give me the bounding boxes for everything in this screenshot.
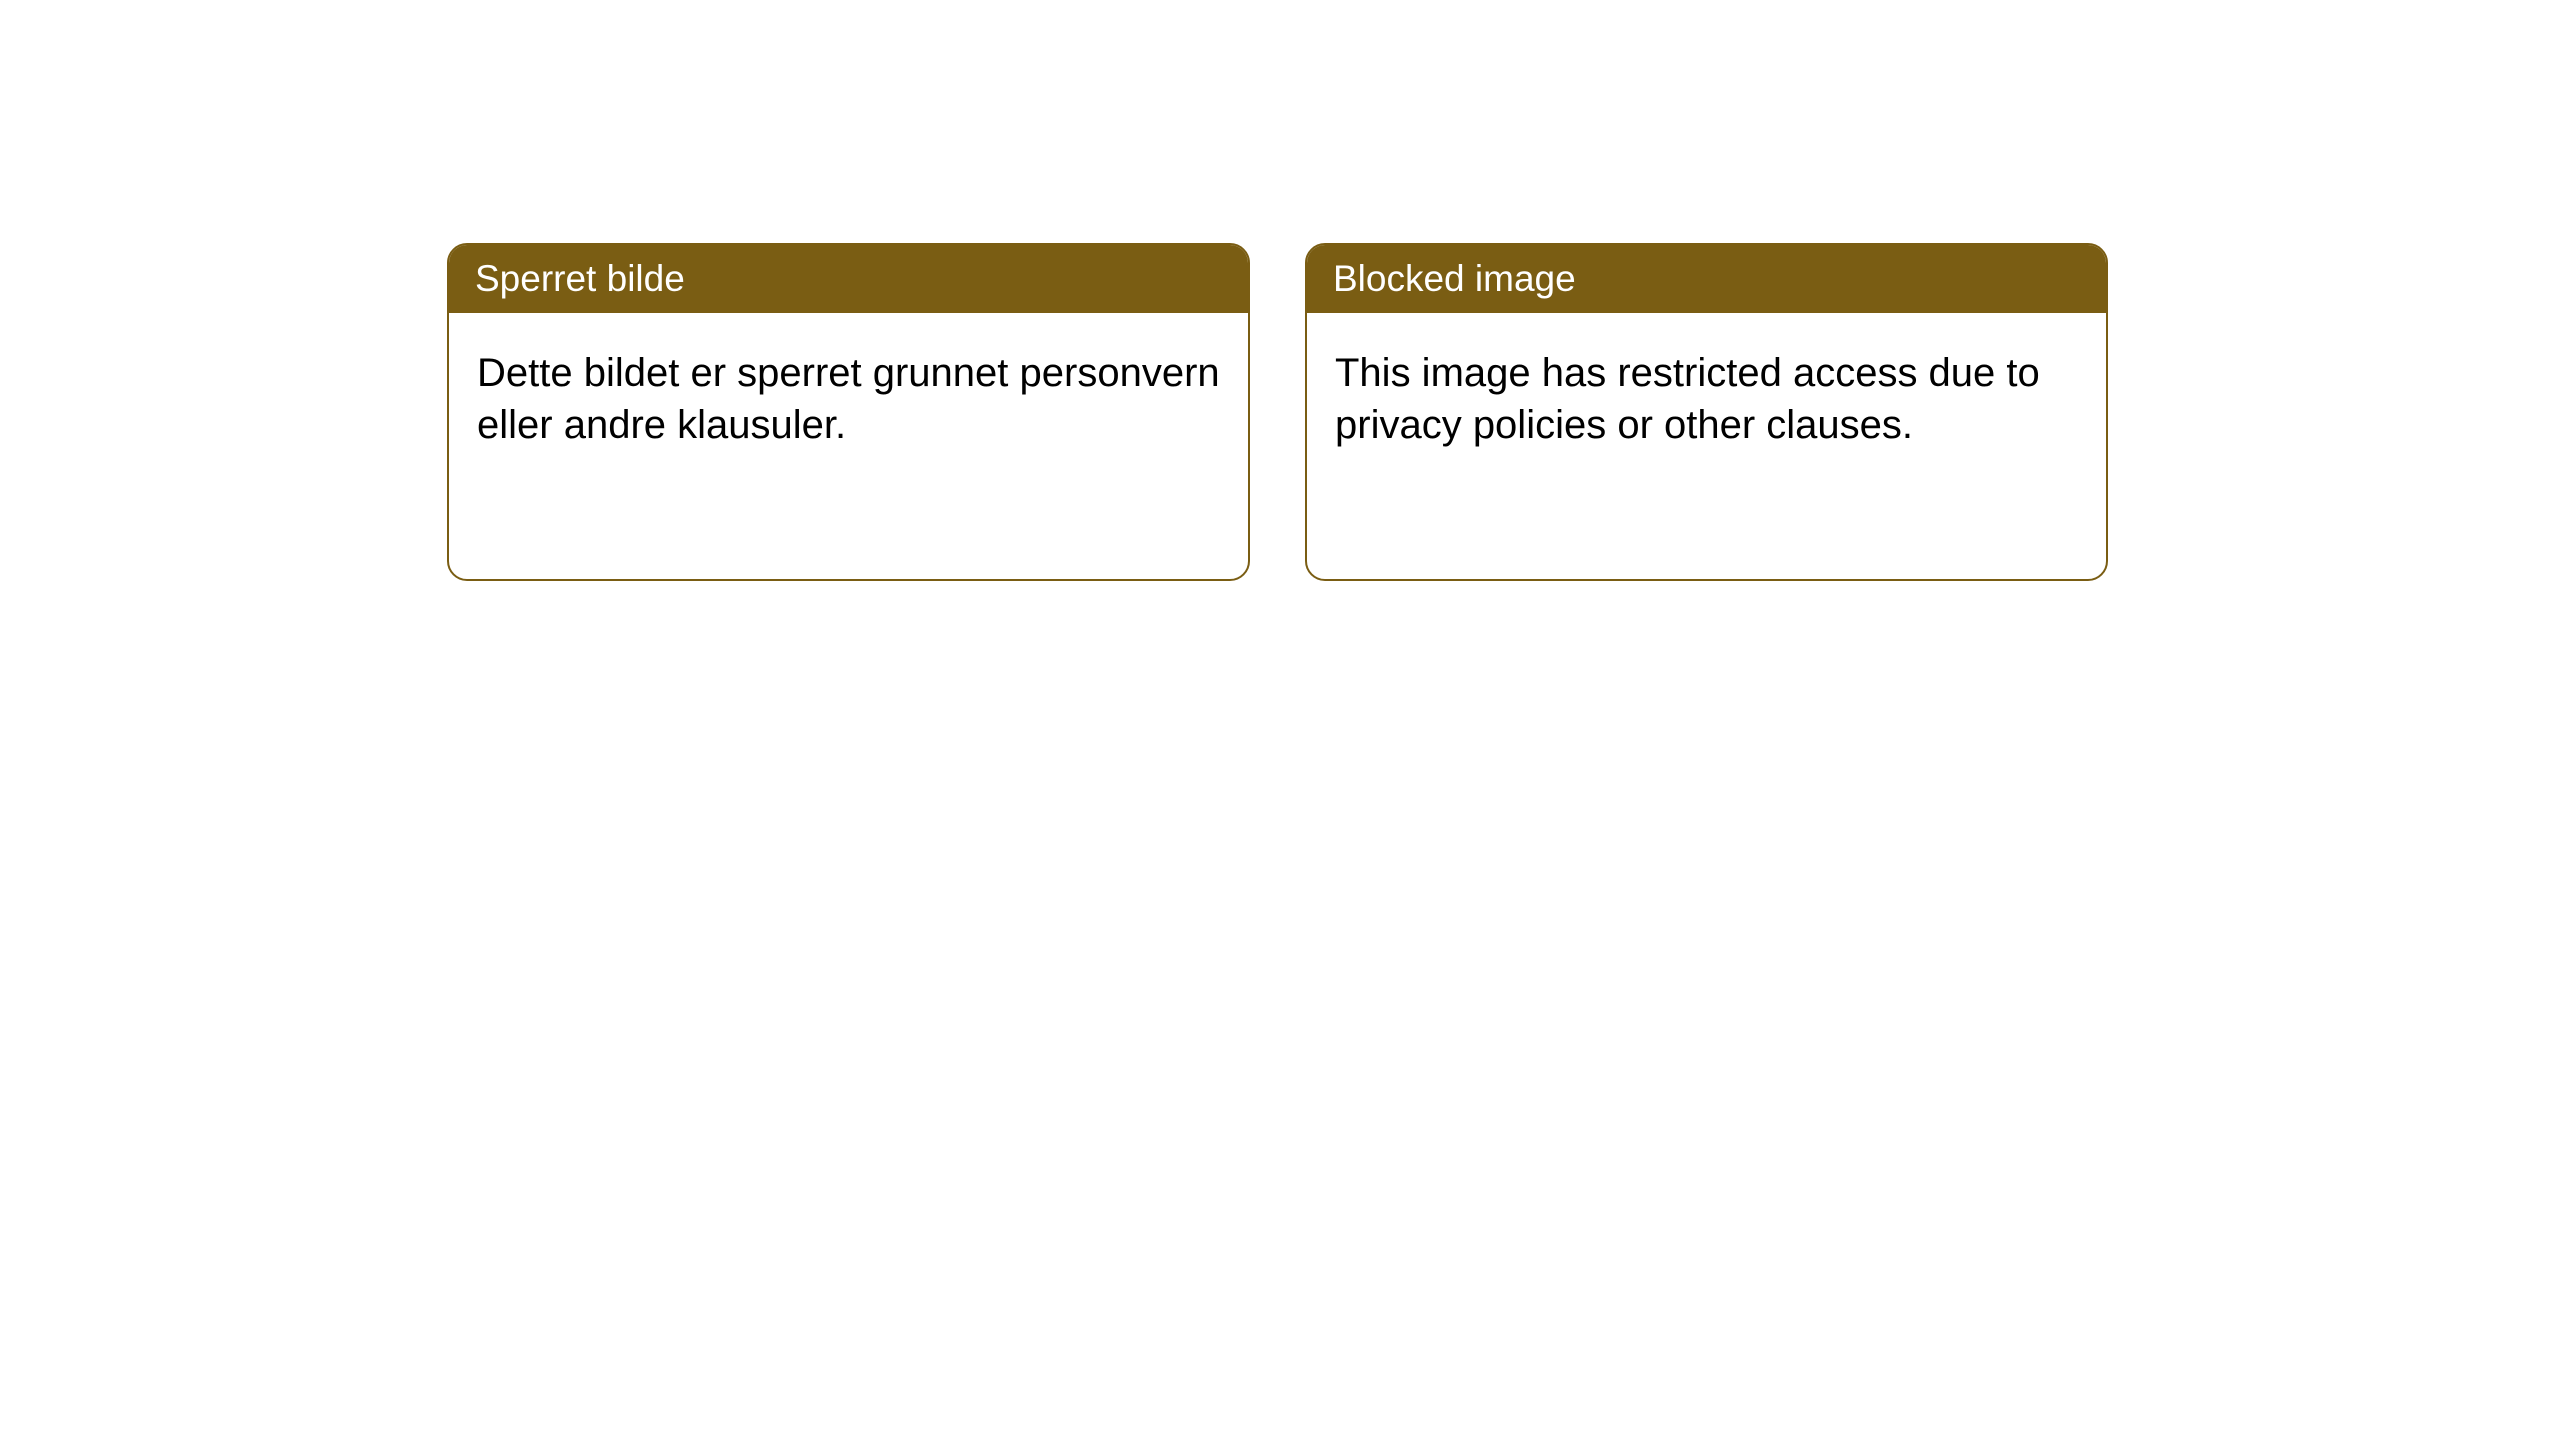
notice-card-english: Blocked image This image has restricted …: [1305, 243, 2108, 581]
notice-card-norwegian: Sperret bilde Dette bildet er sperret gr…: [447, 243, 1250, 581]
notice-cards-container: Sperret bilde Dette bildet er sperret gr…: [447, 243, 2108, 581]
card-body-norwegian: Dette bildet er sperret grunnet personve…: [449, 313, 1248, 485]
card-header-norwegian: Sperret bilde: [449, 245, 1248, 313]
card-header-english: Blocked image: [1307, 245, 2106, 313]
card-body-english: This image has restricted access due to …: [1307, 313, 2106, 485]
